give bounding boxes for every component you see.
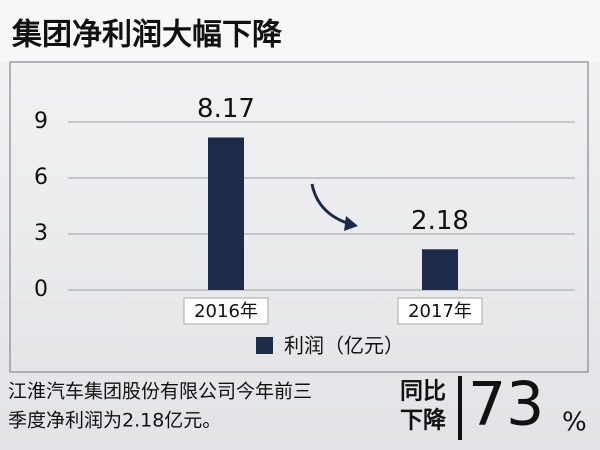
trend-arrow [310, 183, 351, 226]
title-band [0, 0, 600, 62]
badge-line: 下降 [400, 408, 447, 434]
badge-line: 同比 [400, 379, 446, 405]
value-label: 8.17 [197, 94, 255, 124]
y-tick-label: 0 [34, 277, 48, 302]
note-line: 季度净利润为2.18亿元。 [8, 410, 221, 432]
x-tick-label: 2016年 [194, 301, 258, 322]
category-box [183, 297, 269, 325]
bar [208, 137, 244, 290]
legend-label: 利润（亿元） [284, 334, 404, 358]
trend-arrow-head [344, 216, 358, 231]
bar [422, 249, 458, 290]
y-tick-label: 3 [34, 221, 48, 246]
divider [458, 376, 462, 440]
y-tick-label: 6 [34, 165, 48, 190]
legend-swatch [256, 337, 273, 354]
value-label: 2.18 [411, 206, 469, 236]
chart-title: 集团净利润大幅下降 [11, 18, 283, 53]
x-tick-label: 2017年 [408, 301, 472, 322]
category-box [397, 297, 483, 325]
y-tick-label: 9 [34, 109, 48, 134]
note-line: 江淮汽车集团股份有限公司今年前三 [8, 381, 312, 403]
change-unit: % [562, 408, 587, 438]
chart-frame [9, 61, 589, 373]
change-value: 73 [468, 370, 544, 440]
